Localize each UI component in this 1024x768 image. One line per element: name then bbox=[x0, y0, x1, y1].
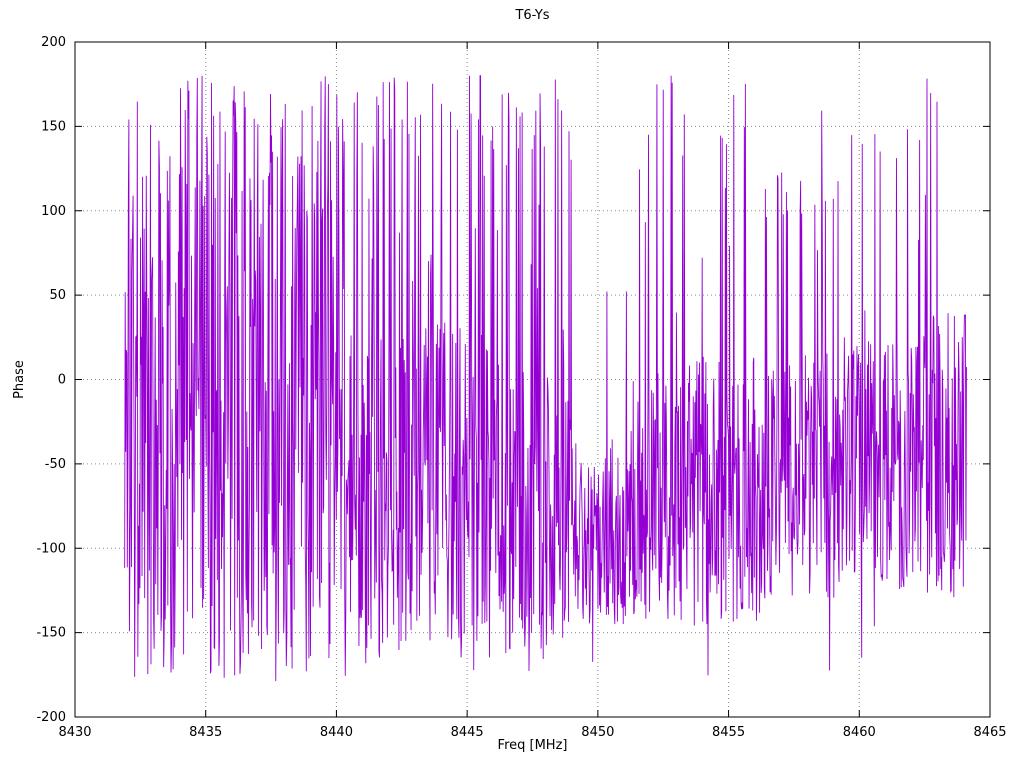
y-tick-label: -50 bbox=[45, 457, 66, 472]
y-tick-label: -150 bbox=[36, 626, 66, 641]
x-axis-label: Freq [MHz] bbox=[497, 738, 568, 753]
x-tick-label: 8450 bbox=[581, 725, 614, 740]
chart-title: T6-Ys bbox=[515, 8, 550, 23]
y-tick-label: 50 bbox=[49, 288, 66, 303]
y-tick-label: -100 bbox=[36, 541, 66, 556]
x-tick-label: 8465 bbox=[973, 725, 1006, 740]
y-tick-label: 100 bbox=[41, 204, 66, 219]
x-tick-label: 8440 bbox=[320, 725, 353, 740]
x-tick-label: 8460 bbox=[843, 725, 876, 740]
x-tick-label: 8435 bbox=[189, 725, 222, 740]
y-tick-label: -200 bbox=[36, 710, 66, 725]
x-tick-label: 8430 bbox=[58, 725, 91, 740]
x-tick-label: 8445 bbox=[451, 725, 484, 740]
phase-series-line bbox=[124, 75, 967, 682]
x-tick-label: 8455 bbox=[712, 725, 745, 740]
y-tick-label: 150 bbox=[41, 119, 66, 134]
y-tick-label: 0 bbox=[58, 373, 66, 388]
y-tick-label: 200 bbox=[41, 35, 66, 50]
